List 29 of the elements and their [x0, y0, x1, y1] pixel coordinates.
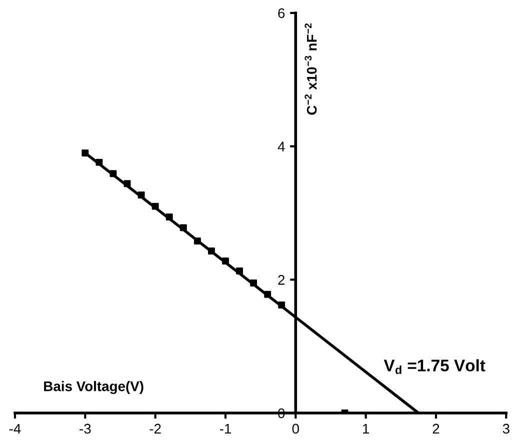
x-tick-label: -3: [80, 424, 91, 434]
x-axis-title: Bais Voltage(V): [44, 381, 144, 394]
point: [208, 248, 215, 254]
point: [110, 170, 117, 178]
point: [264, 290, 272, 298]
point: [278, 302, 286, 308]
x-tick-label: 0: [292, 424, 299, 434]
point: [222, 258, 229, 264]
point: [236, 268, 243, 274]
point: [180, 224, 187, 232]
y-tick-label: 2: [278, 275, 285, 285]
x-tick-label: 3: [502, 424, 510, 434]
y-tick-label: 4: [278, 142, 285, 152]
x-tick-label: -4: [9, 424, 21, 434]
y-tick-label: 6: [278, 8, 285, 18]
point: [166, 214, 173, 220]
x-tick-label: -2: [150, 424, 161, 434]
point: [194, 238, 201, 244]
point: [152, 202, 159, 210]
y-axis-title: C$^{−2}$ x10$^{−3}$ nF$^{−2}$: [304, 23, 317, 115]
point: [138, 192, 145, 198]
point: [82, 150, 89, 156]
x-tick-label: -1: [220, 424, 231, 434]
point: [96, 158, 103, 166]
x-tick-label: 1: [363, 424, 369, 434]
point: [250, 280, 258, 286]
annotation: V$_{d}$ =1.75 Volt: [384, 359, 486, 374]
point: [124, 180, 131, 188]
x-tick-label: 2: [432, 424, 440, 434]
